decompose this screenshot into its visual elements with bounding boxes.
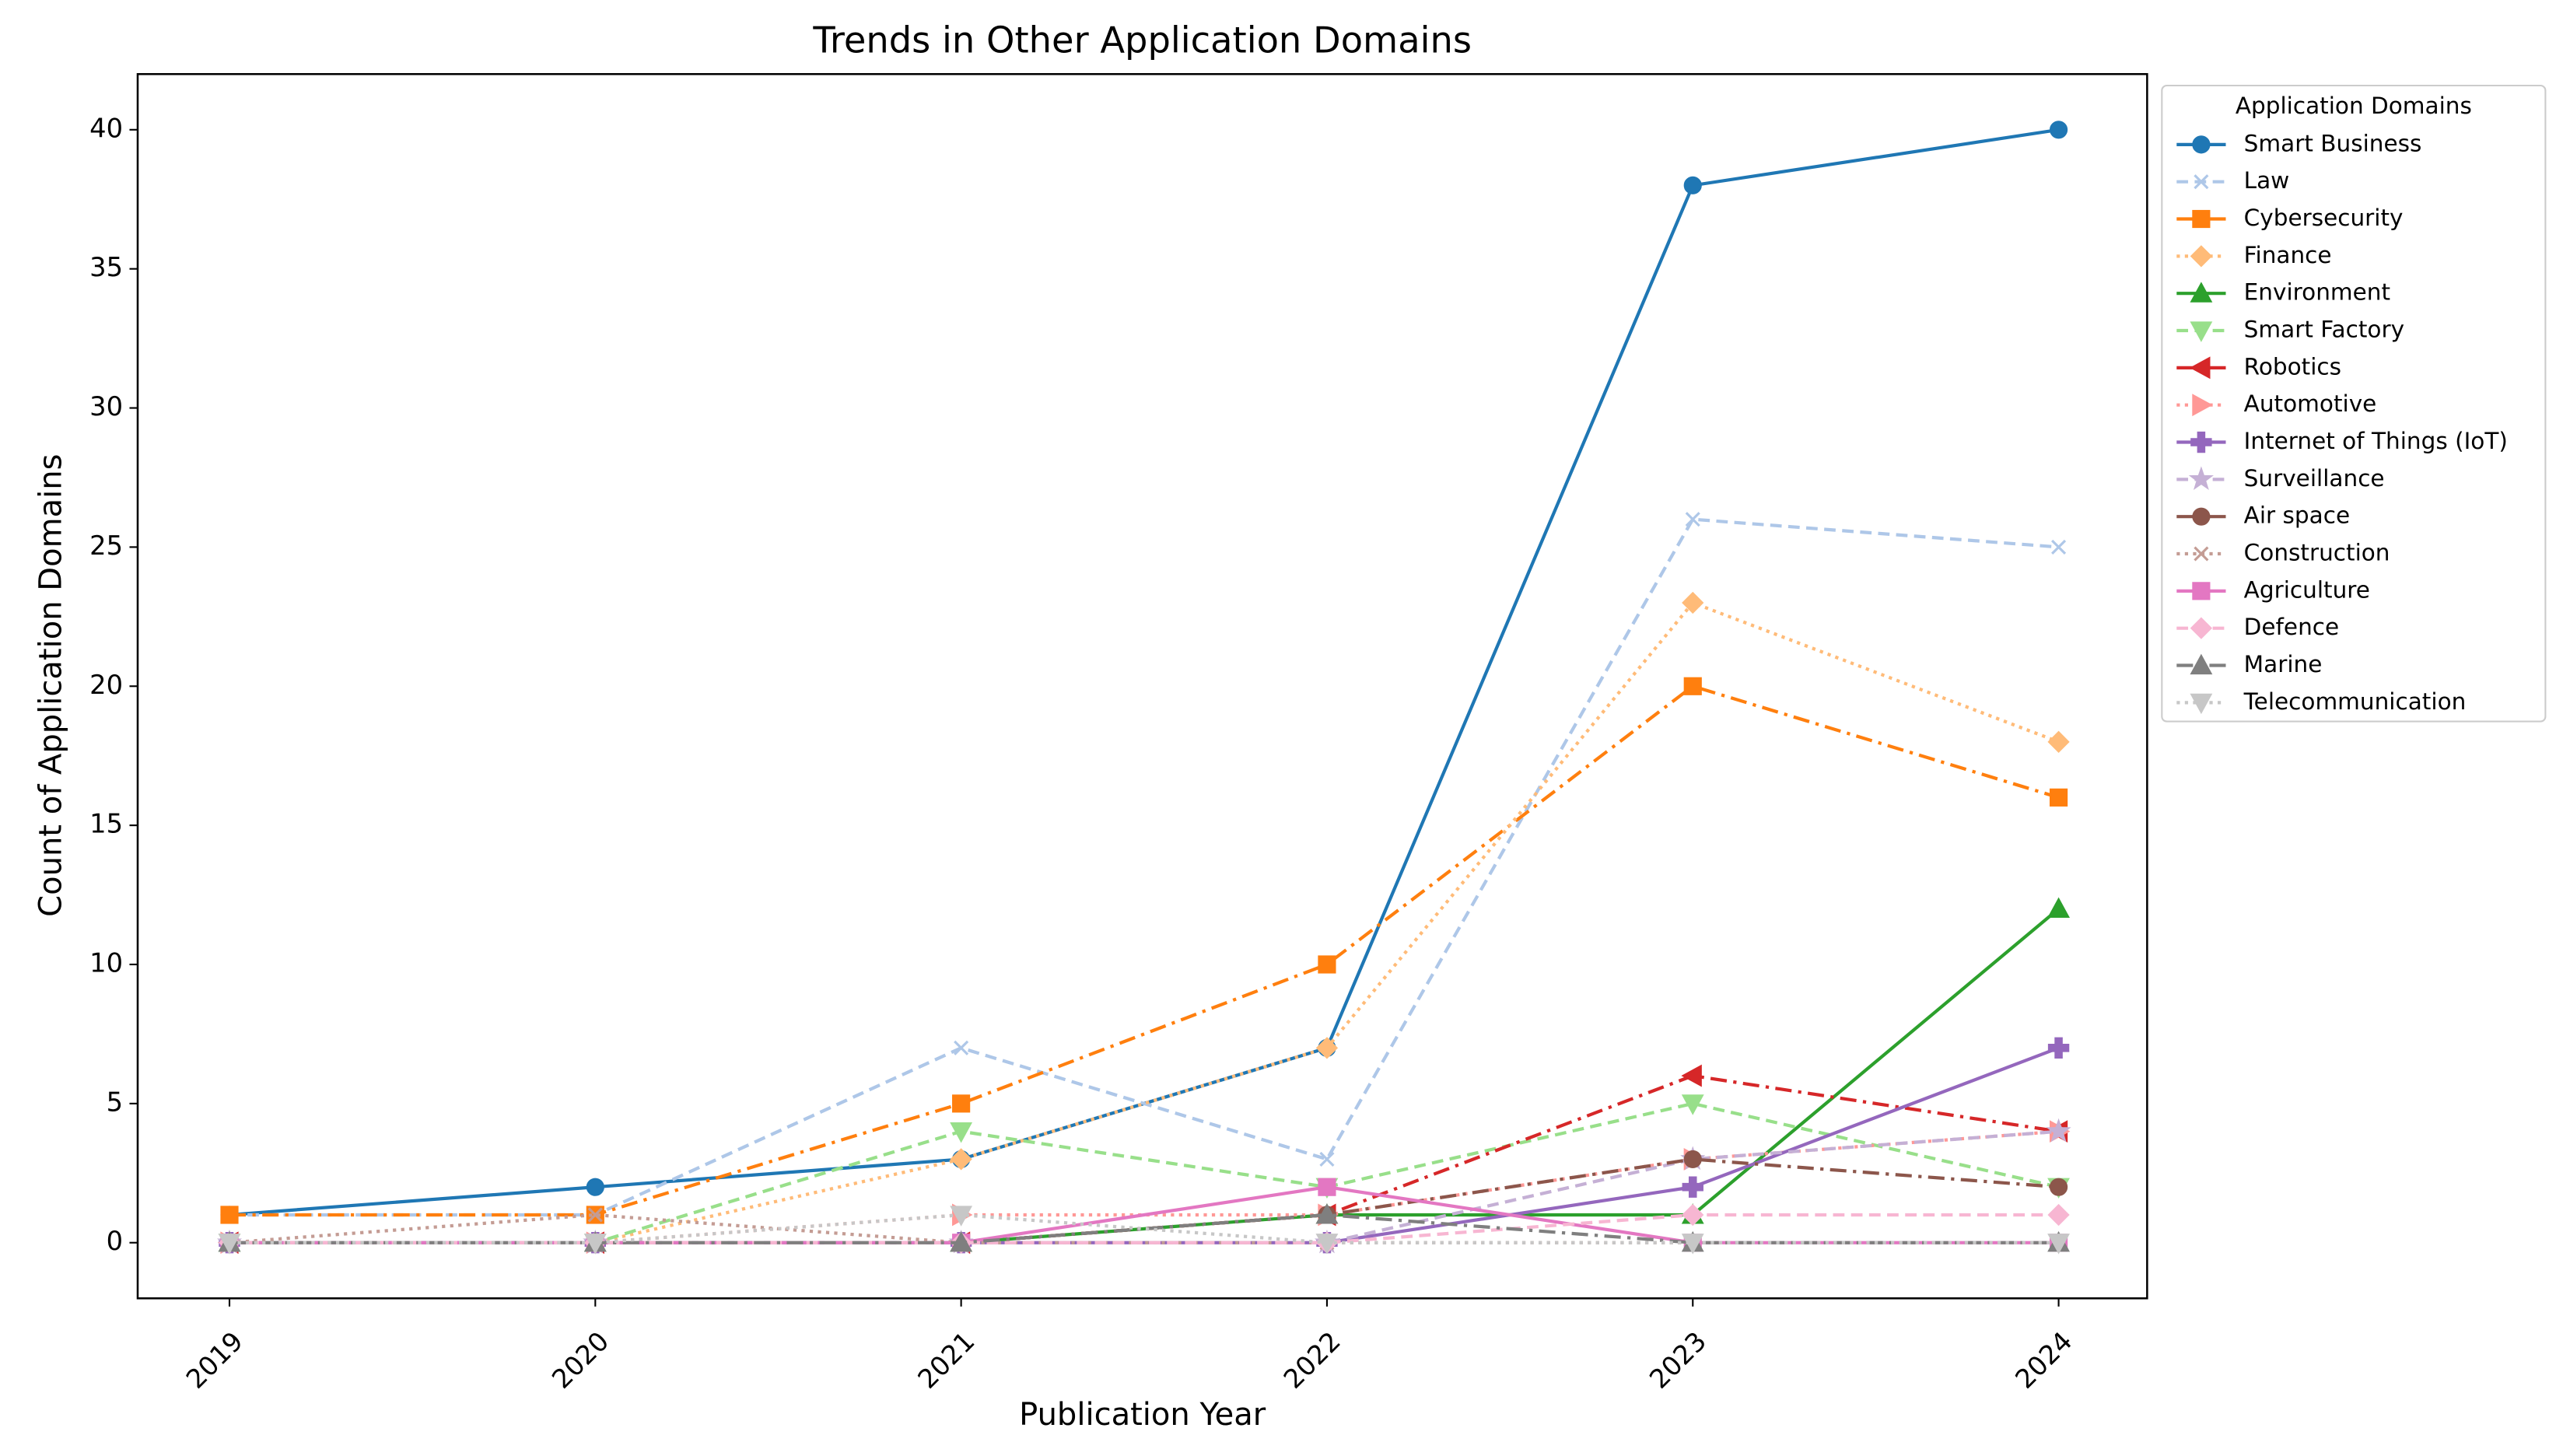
legend-label: Defence: [2244, 614, 2339, 640]
data-point: [1315, 1037, 1339, 1059]
data-point: [2047, 1037, 2070, 1059]
data-point: [1683, 1150, 1702, 1169]
legend-label: Law: [2244, 167, 2290, 194]
data-point: [2047, 897, 2070, 919]
data-point: [1682, 1176, 1703, 1198]
legend-label: Telecommunication: [2243, 688, 2467, 715]
legend-marker: [2188, 466, 2214, 491]
data-point: [218, 1234, 241, 1255]
data-point: [2049, 1178, 2068, 1196]
y-tick-label: 40: [89, 113, 123, 143]
data-point: [950, 1148, 972, 1171]
data-point: [2049, 788, 2068, 807]
y-tick-label: 5: [107, 1087, 123, 1117]
legend-label: Surveillance: [2244, 465, 2385, 492]
legend-label: Environment: [2244, 279, 2390, 306]
x-axis-label: Publication Year: [1019, 1397, 1266, 1433]
y-tick-label: 20: [89, 670, 123, 700]
data-point: [1682, 591, 1704, 614]
series-line: [229, 1129, 2059, 1244]
data-point: [1681, 1094, 1704, 1115]
y-tick-label: 30: [89, 391, 123, 422]
series-line: [229, 1101, 2060, 1244]
legend-marker: [2190, 617, 2213, 639]
data-point: [1319, 1151, 1335, 1167]
legend-marker: [2192, 209, 2211, 229]
legend-box: [2161, 84, 2547, 723]
legend-label: Agriculture: [2244, 576, 2370, 603]
series-line: [229, 1213, 2059, 1244]
data-point: [587, 1207, 603, 1223]
data-point: [950, 1230, 973, 1252]
data-point: [1681, 1064, 1702, 1087]
legend-marker: [2190, 321, 2213, 342]
y-tick-label: 35: [89, 252, 123, 282]
data-point: [1683, 677, 1702, 695]
legend-label: Robotics: [2244, 353, 2341, 380]
data-point: [220, 1206, 239, 1224]
legend-label: Marine: [2244, 651, 2323, 677]
chart-title: Trends in Other Application Domains: [812, 19, 1472, 61]
legend-marker: [2190, 356, 2211, 380]
legend-marker: [2194, 546, 2209, 562]
data-point: [1315, 1234, 1339, 1255]
data-point: [2047, 1203, 2070, 1227]
y-axis-label: Count of Application Domains: [33, 454, 68, 917]
data-point: [954, 1040, 969, 1055]
data-point: [1681, 1234, 1704, 1255]
data-point: [1683, 176, 1702, 194]
series-line: [229, 1213, 2059, 1244]
data-point: [583, 1234, 607, 1255]
legend-marker: [2190, 431, 2212, 453]
legend-label: Automotive: [2244, 390, 2377, 417]
data-point: [2047, 1234, 2070, 1255]
y-tick-label: 15: [89, 809, 123, 839]
legend-marker: [2194, 174, 2209, 190]
data-point: [2051, 539, 2067, 555]
y-tick-label: 0: [107, 1226, 123, 1256]
legend-label: Smart Business: [2244, 130, 2422, 156]
legend-label: Cybersecurity: [2244, 205, 2404, 231]
data-point: [2049, 121, 2068, 139]
series-line: [229, 684, 2060, 1217]
y-tick-label: 25: [89, 530, 123, 561]
legend-marker: [2190, 282, 2213, 303]
legend-marker: [2192, 582, 2211, 600]
data-point: [1682, 1203, 1704, 1227]
data-point: [1685, 512, 1700, 527]
data-point: [2046, 1118, 2071, 1143]
legend-label: Air space: [2244, 502, 2350, 529]
y-tick-label: 10: [89, 948, 123, 978]
legend-marker: [2190, 245, 2213, 268]
data-point: [586, 1178, 604, 1196]
data-point: [950, 1122, 973, 1143]
legend-label: Internet of Things (IoT): [2244, 428, 2508, 454]
legend-label: Finance: [2244, 242, 2332, 268]
legend-marker: [2190, 653, 2213, 675]
data-point: [1318, 1178, 1336, 1196]
legend-marker: [2192, 394, 2213, 417]
series-line: [229, 517, 2059, 1217]
plot-frame: [136, 72, 2148, 1300]
legend-marker: [2192, 507, 2211, 526]
data-point: [1315, 1203, 1339, 1224]
legend-marker: [2190, 693, 2213, 715]
legend-title: Application Domains: [2236, 93, 2472, 119]
data-point: [950, 1206, 973, 1227]
legend-label: Smart Factory: [2244, 317, 2404, 343]
data-point: [952, 1094, 971, 1113]
legend-marker: [2192, 135, 2211, 154]
legend-label: Construction: [2244, 540, 2390, 566]
data-point: [2047, 730, 2070, 753]
data-point: [1318, 955, 1336, 974]
